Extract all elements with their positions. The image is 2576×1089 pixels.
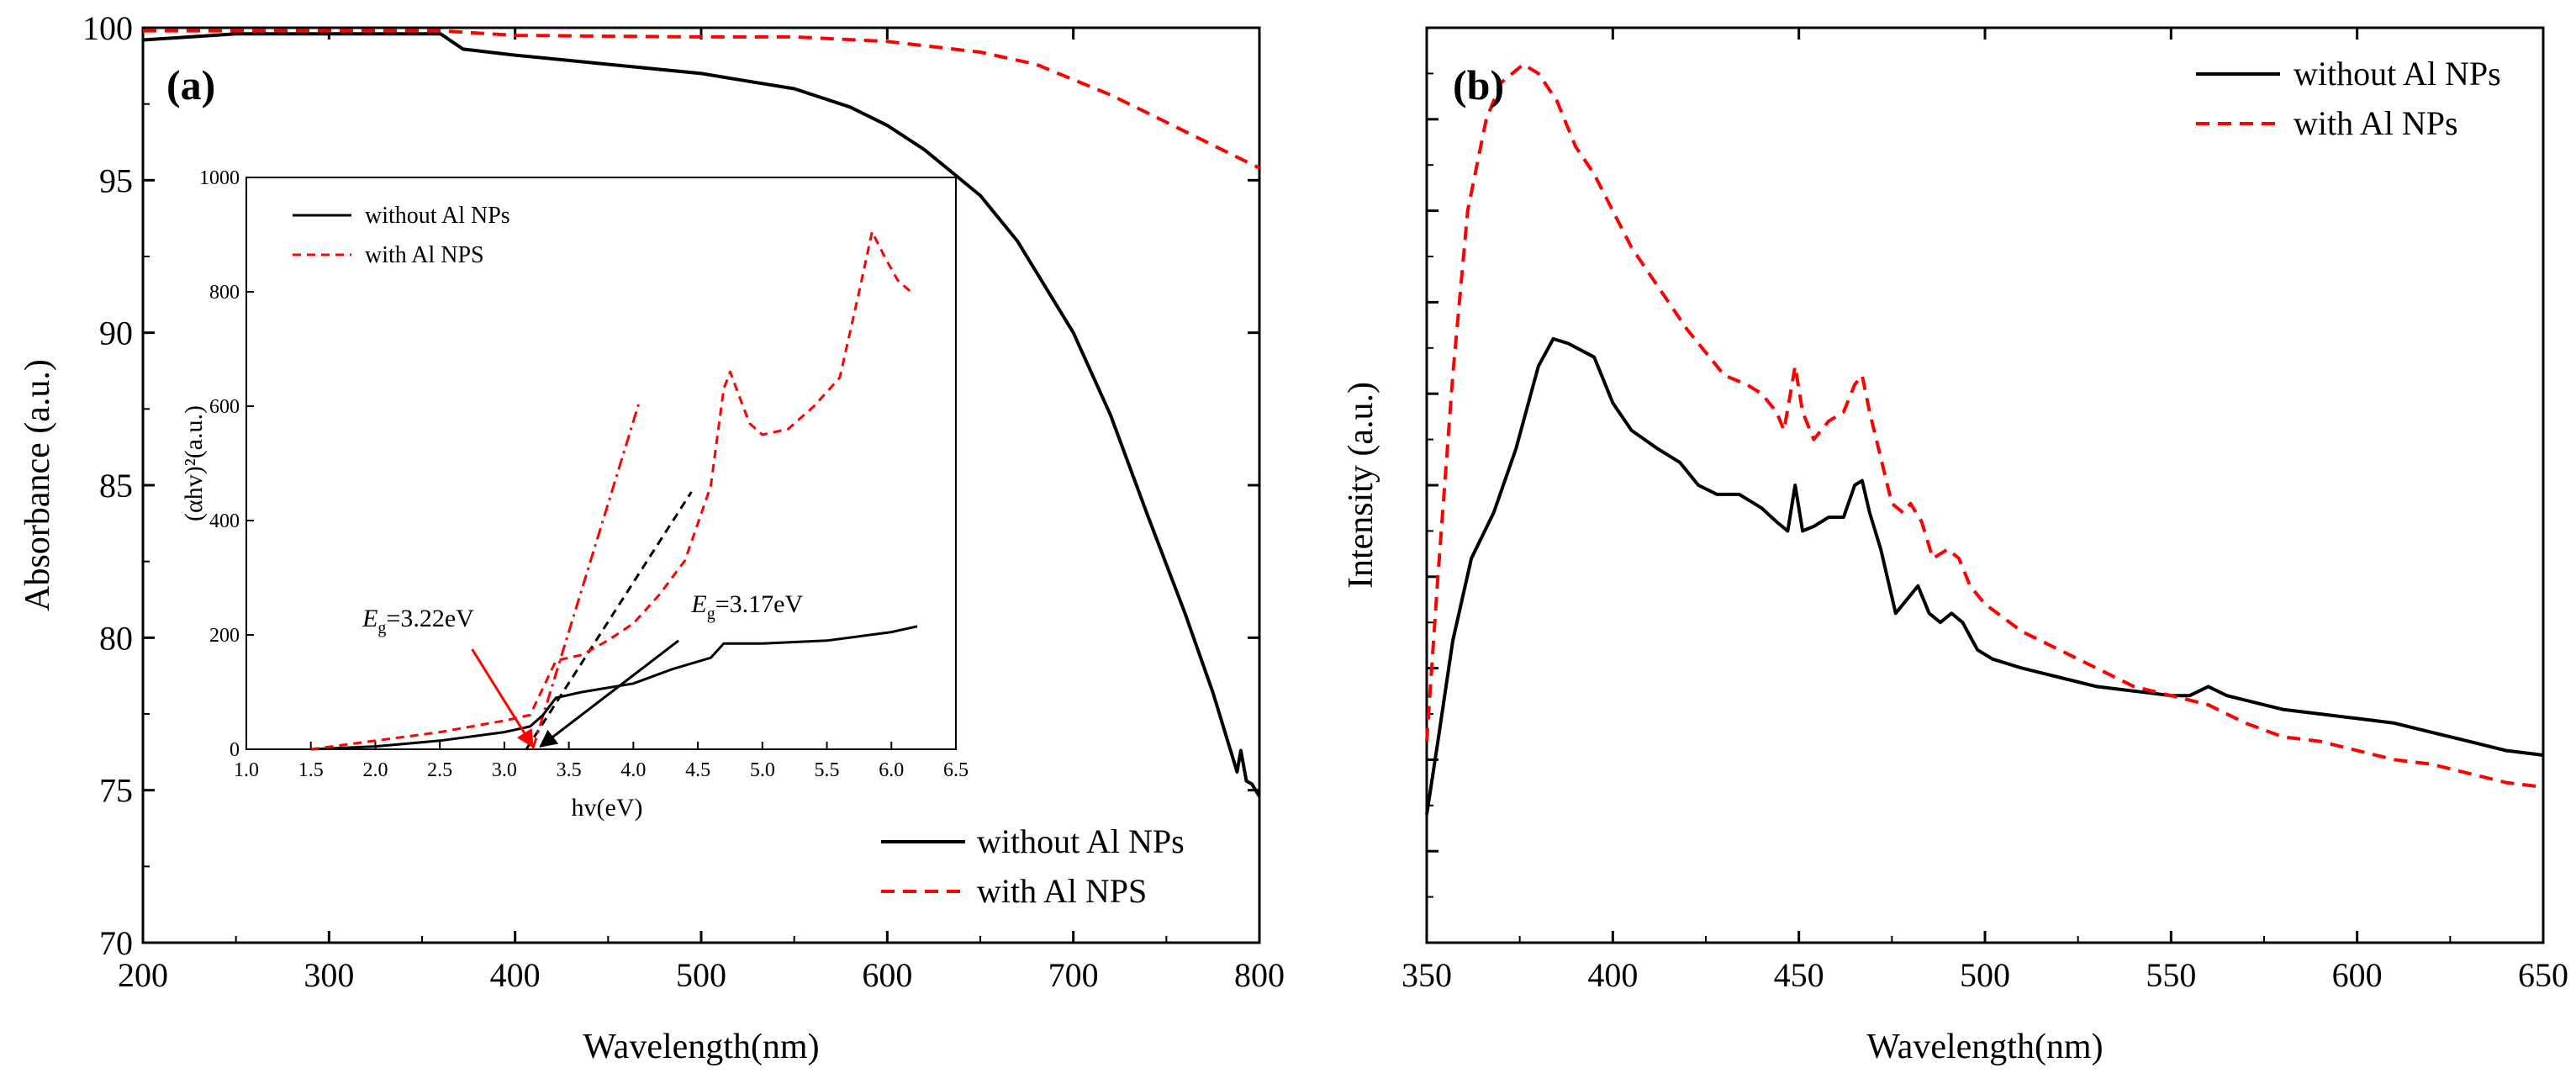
inset-x-ticks: 1.0 1.5 2.0 2.5 3.0 3.5 4.0 4.5 5.0 5.5 6.0 6.5 xyxy=(234,742,969,781)
panel-b-x-ticks: 350 400 450 500 550 600 650 xyxy=(1401,28,2568,994)
legend-b-label-without: without Al NPs xyxy=(2294,55,2501,93)
inset-x-tick-label: 6.5 xyxy=(943,759,969,781)
inset-fit-line-0 xyxy=(525,491,693,750)
panel-b-x-tick-label: 600 xyxy=(2332,956,2383,994)
panel-a-y-tick-label: 95 xyxy=(99,161,133,199)
panel-a: 200 300 400 500 600 700 800 70 75 80 85 90 95 100 (a… xyxy=(18,9,1285,1066)
panel-b-legend: without Al NPs with Al NPs xyxy=(2196,55,2501,142)
panel-a-y-tick-label: 70 xyxy=(99,924,133,962)
panel-a-y-tick-label: 100 xyxy=(82,9,133,47)
inset-x-tick-label: 4.5 xyxy=(685,759,710,781)
inset-y-tick-label: 600 xyxy=(209,396,240,418)
panel-b-y-axis-title: Intensity (a.u.) xyxy=(1342,382,1380,589)
inset-lines xyxy=(310,230,918,751)
panel-a-y-axis-title: Absorbance (a.u.) xyxy=(18,359,57,611)
panel-a-lines xyxy=(142,29,1261,797)
panel-a-x-tick-label: 800 xyxy=(1234,956,1285,994)
inset-series-line-1 xyxy=(310,230,912,751)
panel-a-series-line-1 xyxy=(143,29,1260,170)
panel-a-x-tick-label: 700 xyxy=(1048,956,1099,994)
eg-label-0: Eg=3.22eV xyxy=(362,605,474,637)
inset-y-tick-label: 200 xyxy=(209,625,240,647)
inset-x-tick-label: 5.0 xyxy=(750,759,775,781)
inset-x-tick-label: 3.5 xyxy=(557,759,582,781)
panel-a-x-tick-label: 200 xyxy=(118,956,168,994)
legend-a-label-with: with Al NPS xyxy=(977,872,1147,910)
inset-y-tick-label: 1000 xyxy=(199,167,240,189)
panel-a-x-tick-label: 600 xyxy=(862,956,912,994)
inset-x-tick-label: 2.0 xyxy=(362,759,388,781)
inset-x-tick-label: 4.0 xyxy=(620,759,646,781)
inset-legend-label-with: with Al NPS xyxy=(365,242,484,268)
panel-b-x-tick-label: 350 xyxy=(1401,956,1452,994)
inset-x-tick-label: 5.5 xyxy=(815,759,840,781)
eg-label-1: Eg=3.17eV xyxy=(690,590,803,623)
inset-x-tick-label: 1.5 xyxy=(298,759,324,781)
inset-chart: 1.0 1.5 2.0 2.5 3.0 3.5 4.0 4.5 5.0 5.5 6.0 6.5 0 20… xyxy=(180,167,969,822)
legend-a-label-without: without Al NPs xyxy=(977,822,1185,860)
inset-legend: without Al NPs with Al NPS xyxy=(293,203,510,268)
inset-y-tick-label: 400 xyxy=(209,510,240,532)
panel-a-x-axis-title: Wavelength(nm) xyxy=(583,1028,819,1066)
inset-y-ticks: 0 200 400 600 800 1000 xyxy=(199,167,254,761)
panel-b-frame xyxy=(1425,26,2545,944)
panel-b-x-tick-label: 500 xyxy=(1960,956,2010,994)
panel-b-x-axis-title: Wavelength(nm) xyxy=(1866,1028,2103,1066)
panel-a-y-tick-label: 75 xyxy=(99,772,133,810)
inset-x-tick-label: 1.0 xyxy=(234,759,259,781)
panel-a-y-tick-label: 80 xyxy=(99,619,133,657)
panel-a-x-tick-label: 300 xyxy=(304,956,354,994)
eg-arrow-0 xyxy=(471,648,534,748)
panel-b-x-tick-label: 450 xyxy=(1774,956,1824,994)
panel-a-y-tick-label: 85 xyxy=(99,467,133,505)
panel-b: 350 400 450 500 550 600 650 (b) Wavelength(nm)… xyxy=(1342,26,2568,1066)
panel-a-y-tick-label: 90 xyxy=(99,315,133,352)
panel-a-label: (a) xyxy=(166,61,215,108)
panel-a-legend: without Al NPs with Al NPS xyxy=(881,822,1185,910)
panel-b-x-tick-label: 400 xyxy=(1587,956,1638,994)
panel-b-label: (b) xyxy=(1453,61,1504,108)
panel-b-series-line-1 xyxy=(1425,62,2544,789)
panel-b-series-line-0 xyxy=(1425,336,2544,816)
panel-b-lines xyxy=(1425,62,2544,816)
inset-x-tick-label: 2.5 xyxy=(427,759,452,781)
inset-fit-line-1 xyxy=(531,399,641,750)
panel-b-x-tick-label: 550 xyxy=(2146,956,2196,994)
inset-x-axis-title: hv(eV) xyxy=(572,794,643,822)
inset-x-tick-label: 3.0 xyxy=(492,759,517,781)
eg-arrow-1 xyxy=(539,639,679,748)
panel-a-x-tick-label: 400 xyxy=(490,956,541,994)
inset-y-tick-label: 0 xyxy=(230,739,240,761)
inset-legend-label-without: without Al NPs xyxy=(365,203,510,229)
inset-y-tick-label: 800 xyxy=(209,282,240,304)
inset-series-line-0 xyxy=(310,625,918,751)
panel-a-series-line-0 xyxy=(142,32,1261,797)
inset-y-axis-title: (αhv)²(a.u.) xyxy=(180,405,208,521)
panel-a-x-ticks: 200 300 400 500 600 700 800 xyxy=(118,28,1285,994)
panel-a-x-tick-label: 500 xyxy=(676,956,726,994)
inset-x-tick-label: 6.0 xyxy=(879,759,904,781)
inset-frame xyxy=(245,177,957,750)
legend-b-label-with: with Al NPs xyxy=(2294,104,2458,142)
panel-a-y-ticks: 70 75 80 85 90 95 100 xyxy=(82,9,1259,962)
inset-annotations: Eg=3.22eV Eg=3.17eV xyxy=(362,590,803,748)
panel-b-x-tick-label: 650 xyxy=(2518,956,2568,994)
